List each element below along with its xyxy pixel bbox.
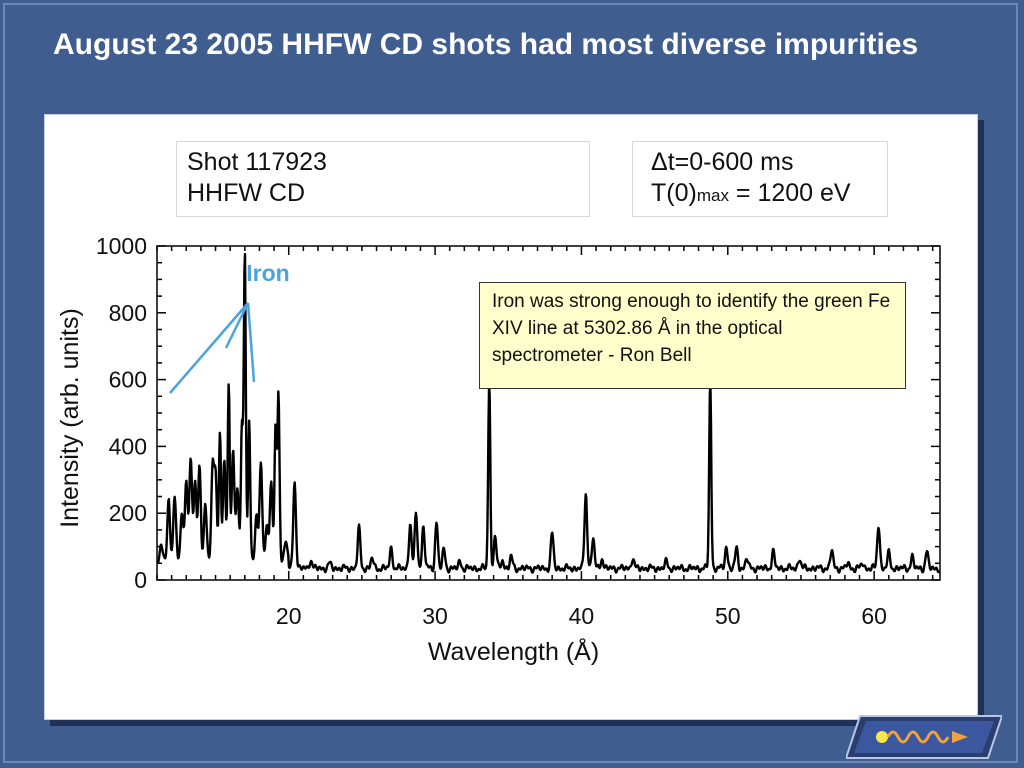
y-tick-label: 200	[109, 500, 147, 526]
shot-number: Shot 117923	[187, 148, 327, 176]
y-axis-title: Intensity (arb. units)	[56, 308, 84, 528]
x-tick-label: 50	[715, 603, 741, 629]
iron-pointer-line	[224, 302, 250, 349]
x-axis-title: Wavelength (Å)	[428, 636, 599, 666]
x-tick-label: 40	[569, 603, 595, 629]
iron-pointer-lines	[169, 302, 256, 394]
slide-frame	[3, 3, 1018, 763]
temp-value: = 1200 eV	[728, 179, 851, 207]
y-tick-label: 600	[109, 367, 147, 393]
time-range-text: t=0-600 ms	[667, 148, 794, 176]
note-box: Iron was strong enough to identify the g…	[479, 282, 906, 389]
y-tick-label: 0	[134, 567, 147, 593]
y-tick-label: 400	[109, 433, 147, 459]
x-tick-label: 60	[861, 603, 887, 629]
spectrum-series-line	[156, 252, 941, 574]
x-tick-label: 20	[276, 603, 302, 629]
y-tick-label: 1000	[96, 233, 147, 259]
chart-ticks	[156, 245, 940, 581]
iron-pointer-line	[169, 302, 249, 394]
max-temperature: T(0)max = 1200 eV	[651, 178, 877, 211]
time-range: Δt=0-600 ms	[651, 147, 877, 178]
x-tick-label: 30	[422, 603, 448, 629]
shot-type: HHFW CD	[187, 179, 306, 207]
wave-logo-icon	[846, 715, 1002, 759]
y-tick-label: 800	[109, 300, 147, 326]
temp-subscript: max	[696, 186, 729, 205]
iron-annotation: Iron	[246, 260, 289, 286]
iron-pointer-line	[246, 302, 256, 383]
delta-symbol: Δ	[651, 148, 668, 176]
params-info-box: Δt=0-600 ms T(0)max = 1200 eV	[632, 141, 888, 217]
slide-title: August 23 2005 HHFW CD shots had most di…	[53, 28, 919, 61]
shot-info-box: Shot 117923 HHFW CD	[176, 141, 590, 217]
temp-prefix: T(0)	[651, 179, 697, 207]
